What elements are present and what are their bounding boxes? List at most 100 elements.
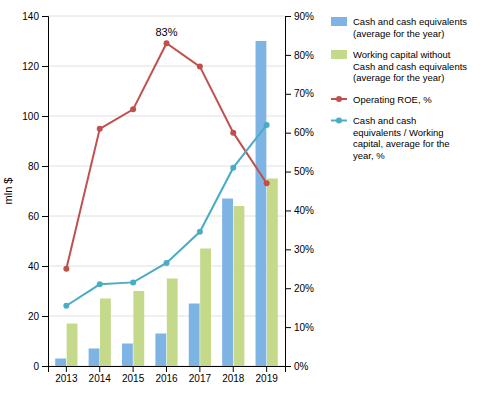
y2-tick-mark	[285, 172, 291, 173]
marker	[264, 180, 270, 186]
y2-tick-mark	[285, 16, 291, 17]
y2-tick-label: 70%	[294, 88, 314, 99]
y-tick: 140	[22, 11, 48, 22]
x-tick-mark	[99, 366, 100, 372]
bar	[189, 304, 200, 367]
y-axis-title: mln $	[2, 178, 14, 205]
y2-axis: 0%10%20%30%40%50%60%70%80%90%	[285, 11, 314, 372]
x-tick: 2014	[89, 366, 112, 384]
y2-tick-mark	[285, 366, 291, 367]
bar	[222, 199, 233, 367]
legend-swatch	[331, 17, 347, 26]
y-tick-mark	[42, 366, 48, 367]
legend-marker	[336, 96, 342, 102]
marker	[230, 165, 236, 171]
x-tick-label: 2014	[89, 373, 112, 384]
y-tick-label: 40	[28, 261, 40, 272]
marker	[130, 279, 136, 285]
y-tick-label: 20	[28, 311, 40, 322]
line-series	[63, 122, 269, 309]
bar	[133, 291, 144, 366]
y-axis: 0 20 40 60 80 100 120 140	[22, 11, 48, 372]
grid	[48, 16, 285, 366]
bar	[234, 206, 245, 366]
x-tick: 2019	[256, 366, 279, 384]
y-tick-label: 120	[22, 61, 39, 72]
marker	[63, 303, 69, 309]
annotation: 83%	[155, 26, 177, 38]
x-tick: 2018	[222, 366, 245, 384]
y2-tick: 80%	[285, 50, 314, 61]
marker	[164, 260, 170, 266]
y-tick-label: 80	[28, 161, 40, 172]
grid-line	[48, 116, 285, 117]
marker	[63, 266, 69, 272]
x-tick-label: 2018	[222, 373, 245, 384]
legend-marker	[336, 118, 342, 124]
x-tick-mark	[266, 366, 267, 372]
marker	[97, 281, 103, 287]
marks	[55, 40, 278, 366]
x-tick: 2017	[189, 366, 212, 384]
y-tick-mark	[42, 316, 48, 317]
y2-tick: 50%	[285, 166, 314, 177]
line	[66, 125, 266, 306]
grid-line	[48, 166, 285, 167]
y-tick: 0	[33, 361, 48, 372]
y-tick-mark	[42, 216, 48, 217]
legend-item: Operating ROE, %	[331, 94, 432, 105]
y2-tick-mark	[285, 133, 291, 134]
x-tick: 2016	[155, 366, 178, 384]
grid-line	[48, 16, 285, 17]
x-tick-mark	[66, 366, 67, 372]
bar	[89, 349, 100, 367]
y-tick: 100	[22, 111, 48, 122]
legend-item: Working capital withoutCash and cash equ…	[331, 49, 467, 83]
y2-tick-label: 10%	[294, 322, 314, 333]
y2-tick-mark	[285, 55, 291, 56]
axis-line	[42, 17, 49, 367]
y2-tick: 90%	[285, 11, 314, 22]
y-tick-mark	[42, 66, 48, 67]
y-tick-label: 60	[28, 211, 40, 222]
bar	[256, 41, 267, 366]
x-tick-mark	[166, 366, 167, 372]
y2-tick-label: 20%	[294, 283, 314, 294]
y-tick: 80	[28, 161, 48, 172]
y-tick: 20	[28, 311, 48, 322]
marker	[197, 64, 203, 70]
marker	[197, 229, 203, 235]
y2-tick-label: 50%	[294, 166, 314, 177]
y2-tick-mark	[285, 288, 291, 289]
x-tick-mark	[233, 366, 234, 372]
line	[66, 43, 266, 269]
plot: 2013201420152016201720182019020406080100…	[22, 11, 314, 384]
legend-label: Working capital withoutCash and cash equ…	[353, 49, 467, 83]
y2-tick: 20%	[285, 283, 314, 294]
y2-tick: 30%	[285, 244, 314, 255]
y2-tick-label: 30%	[294, 244, 314, 255]
marker	[230, 130, 236, 136]
x-tick-mark	[199, 366, 200, 372]
bar-series	[55, 41, 266, 366]
legend-swatch	[331, 50, 347, 59]
x-tick-label: 2016	[155, 373, 178, 384]
y-tick-label: 100	[22, 111, 39, 122]
y-tick: 60	[28, 211, 48, 222]
y2-tick-label: 90%	[294, 11, 314, 22]
grid-line	[48, 66, 285, 67]
marker	[97, 126, 103, 132]
y2-tick-label: 40%	[294, 205, 314, 216]
legend-item: Cash and cashequivalents / Workingcapita…	[331, 115, 450, 161]
y2-tick-label: 80%	[294, 50, 314, 61]
x-tick-label: 2019	[256, 373, 279, 384]
bar	[167, 279, 178, 367]
marker	[264, 122, 270, 128]
axis-line	[49, 367, 286, 373]
x-tick: 2013	[55, 366, 78, 384]
y2-tick-label: 60%	[294, 127, 314, 138]
x-tick-label: 2013	[55, 373, 78, 384]
y2-tick-mark	[285, 210, 291, 211]
y2-tick: 70%	[285, 88, 314, 99]
x-tick-label: 2017	[189, 373, 212, 384]
